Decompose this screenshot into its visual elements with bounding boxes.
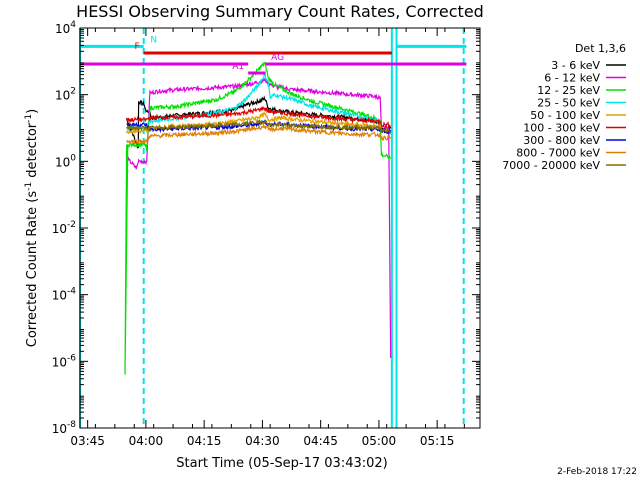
series-line-2 bbox=[124, 61, 392, 375]
series-line-7 bbox=[126, 122, 391, 146]
legend-label-2: 12 - 25 keV bbox=[537, 84, 600, 97]
y-tick-label-1: 102 bbox=[55, 87, 76, 103]
plot-area: NF AG A1 bbox=[79, 28, 467, 428]
x-tick-label-4: 04:45 bbox=[303, 434, 338, 448]
legend-title: Det 1,3,6 bbox=[575, 42, 626, 55]
x-tick-label-6: 05:15 bbox=[420, 434, 455, 448]
legend-label-6: 300 - 800 keV bbox=[523, 134, 600, 147]
series-line-0 bbox=[126, 95, 392, 149]
legend-label-7: 800 - 7000 keV bbox=[516, 147, 600, 160]
x-tick-label-1: 04:00 bbox=[129, 434, 164, 448]
legend-label-4: 50 - 100 keV bbox=[530, 109, 600, 122]
x-tick-label-3: 04:30 bbox=[245, 434, 280, 448]
series-line-6 bbox=[126, 119, 392, 136]
y-tick-label-3: 10-2 bbox=[52, 220, 76, 236]
y-axis-label: Corrected Count Rate (s-1 detector-1) bbox=[24, 109, 40, 347]
flag-label-1: F bbox=[135, 42, 140, 52]
series-line-5 bbox=[126, 105, 391, 129]
x-tick-label-0: 03:45 bbox=[70, 434, 105, 448]
axes: 03:45 04:00 04:15 04:30 04:45 05:00 05:15 104 10… bbox=[52, 20, 480, 448]
legend-label-8: 7000 - 20000 keV bbox=[502, 159, 600, 172]
flag-label-4: A1 bbox=[232, 62, 244, 72]
x-tick-label-2: 04:15 bbox=[187, 434, 222, 448]
series-line-8 bbox=[126, 118, 392, 134]
x-tick-label-5: 05:00 bbox=[362, 434, 397, 448]
flag-label-0: N bbox=[150, 35, 157, 45]
flag-label-2: AG bbox=[271, 53, 284, 63]
chart-title: HESSI Observing Summary Count Rates, Cor… bbox=[76, 2, 484, 21]
legend-label-0: 3 - 6 keV bbox=[551, 59, 600, 72]
legend-label-3: 25 - 50 keV bbox=[537, 97, 600, 110]
y-tick-label-6: 10-8 bbox=[52, 420, 77, 436]
y-tick-label-0: 104 bbox=[55, 20, 76, 36]
y-tick-label-2: 100 bbox=[55, 153, 76, 169]
legend-label-1: 6 - 12 keV bbox=[544, 72, 600, 85]
timestamp: 2-Feb-2018 17:22 bbox=[557, 467, 637, 477]
series-line-3 bbox=[126, 72, 392, 135]
legend-label-5: 100 - 300 keV bbox=[523, 122, 600, 135]
y-tick-label-4: 10-4 bbox=[52, 287, 77, 303]
y-tick-label-5: 10-6 bbox=[52, 353, 77, 369]
x-axis-label: Start Time (05-Sep-17 03:43:02) bbox=[176, 456, 387, 471]
